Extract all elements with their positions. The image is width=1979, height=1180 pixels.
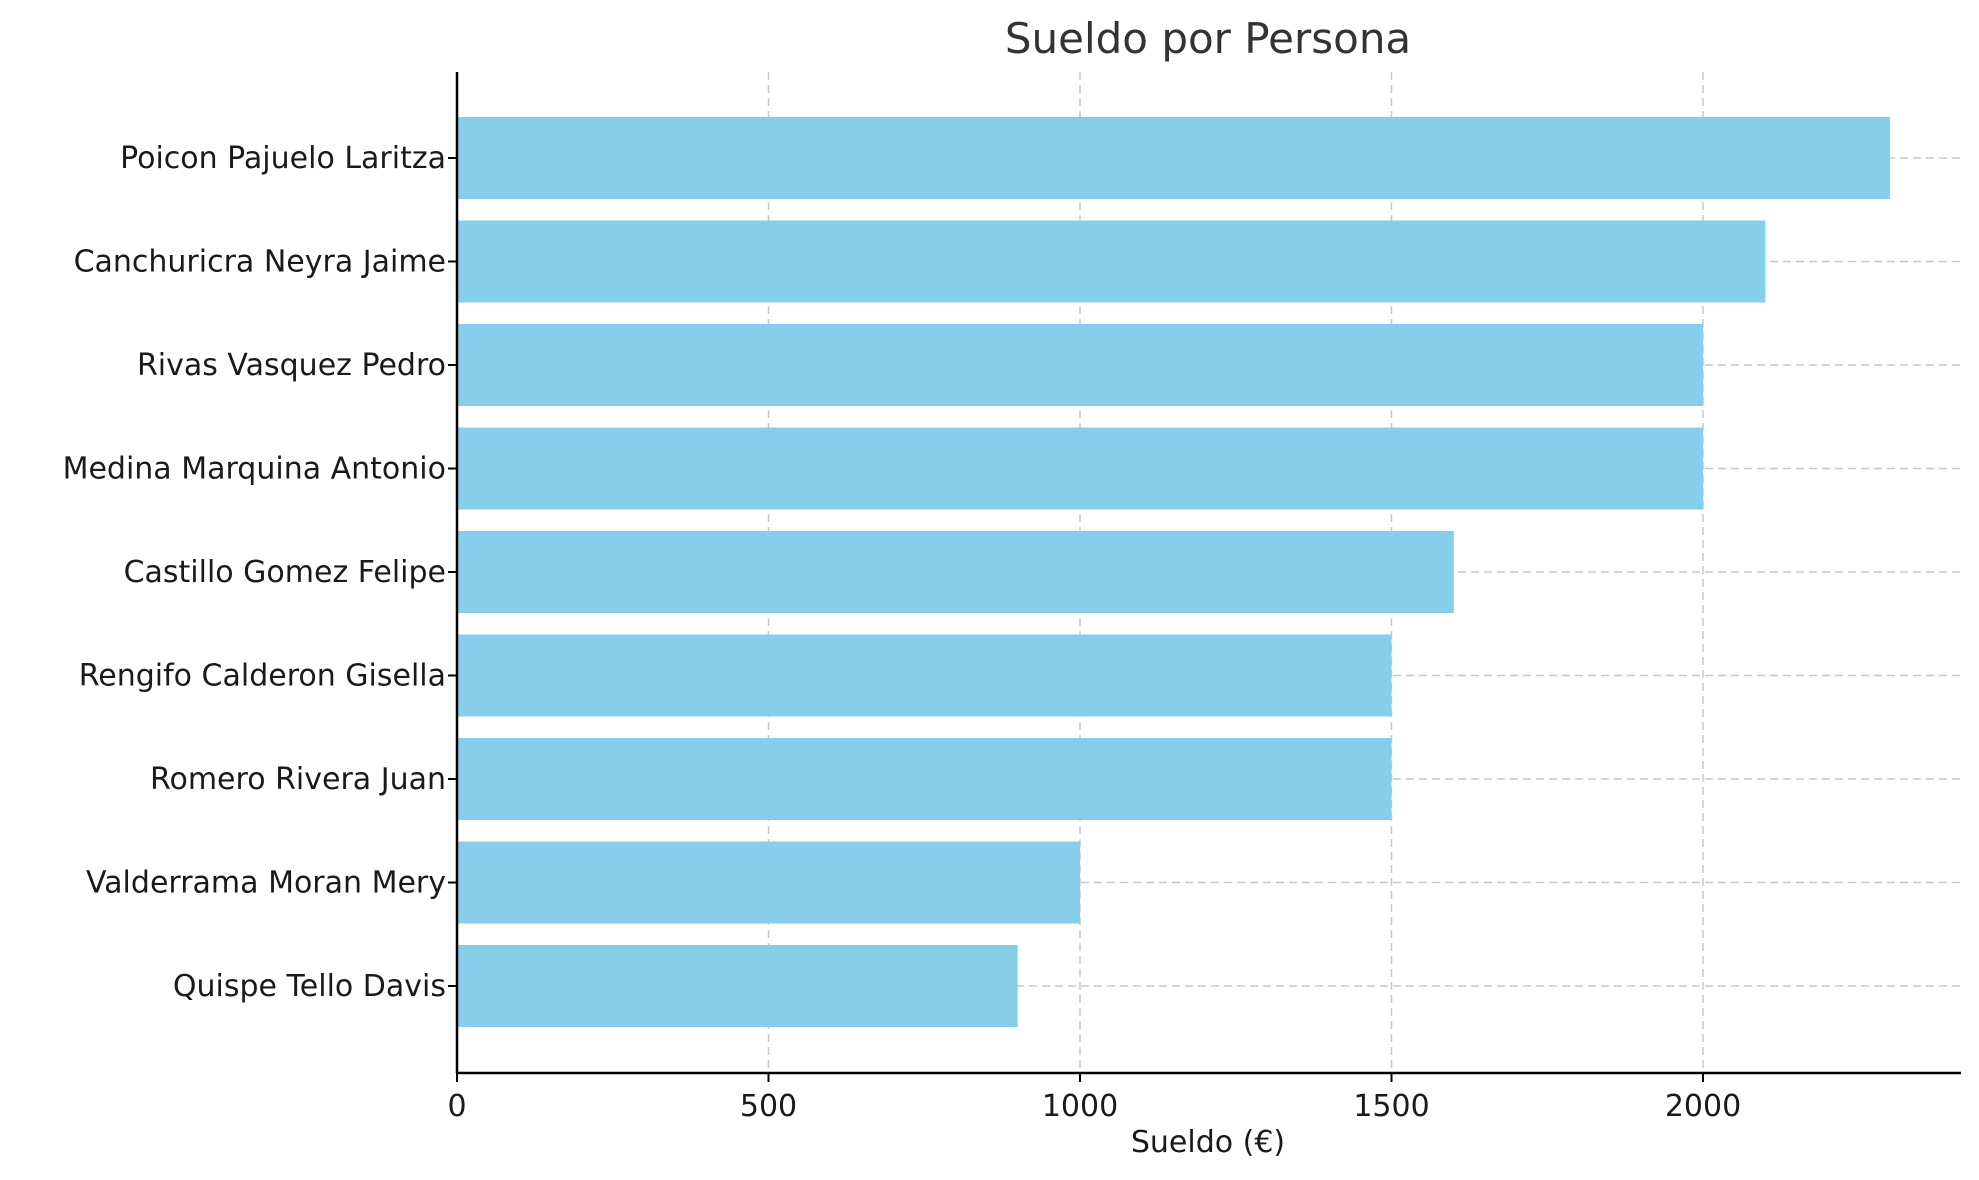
chart-title: Sueldo por Persona bbox=[1005, 14, 1411, 63]
category-label: Rengifo Calderon Gisella bbox=[79, 659, 446, 694]
bar bbox=[457, 634, 1392, 717]
x-axis-title: Sueldo (€) bbox=[1131, 1125, 1285, 1160]
x-tick-label: 2000 bbox=[1665, 1089, 1741, 1124]
category-label: Canchuricra Neyra Jaime bbox=[74, 245, 446, 280]
bar bbox=[457, 945, 1018, 1027]
bars bbox=[457, 117, 1890, 1027]
category-label: Romero Rivera Juan bbox=[150, 762, 446, 797]
bar bbox=[457, 738, 1392, 820]
category-labels: Poicon Pajuelo Laritza Canchuricra Neyra … bbox=[63, 141, 446, 1004]
category-label: Castillo Gomez Felipe bbox=[124, 555, 446, 590]
bar bbox=[457, 841, 1080, 924]
x-tick-label: 1000 bbox=[1042, 1089, 1118, 1124]
category-label: Quispe Tello Davis bbox=[173, 969, 446, 1004]
category-label: Valderrama Moran Mery bbox=[86, 866, 446, 901]
x-tick-label: 500 bbox=[740, 1089, 797, 1124]
bar bbox=[457, 220, 1766, 303]
category-label: Medina Marquina Antonio bbox=[63, 452, 446, 487]
bar bbox=[457, 117, 1890, 199]
x-tick-label: 0 bbox=[447, 1089, 466, 1124]
bar bbox=[457, 427, 1703, 510]
bar bbox=[457, 324, 1703, 406]
bar bbox=[457, 531, 1454, 613]
category-label: Poicon Pajuelo Laritza bbox=[120, 141, 446, 176]
x-axis-ticks: 0 500 1000 1500 2000 bbox=[447, 157, 1741, 1124]
category-label: Rivas Vasquez Pedro bbox=[137, 348, 446, 383]
x-tick-label: 1500 bbox=[1353, 1089, 1429, 1124]
